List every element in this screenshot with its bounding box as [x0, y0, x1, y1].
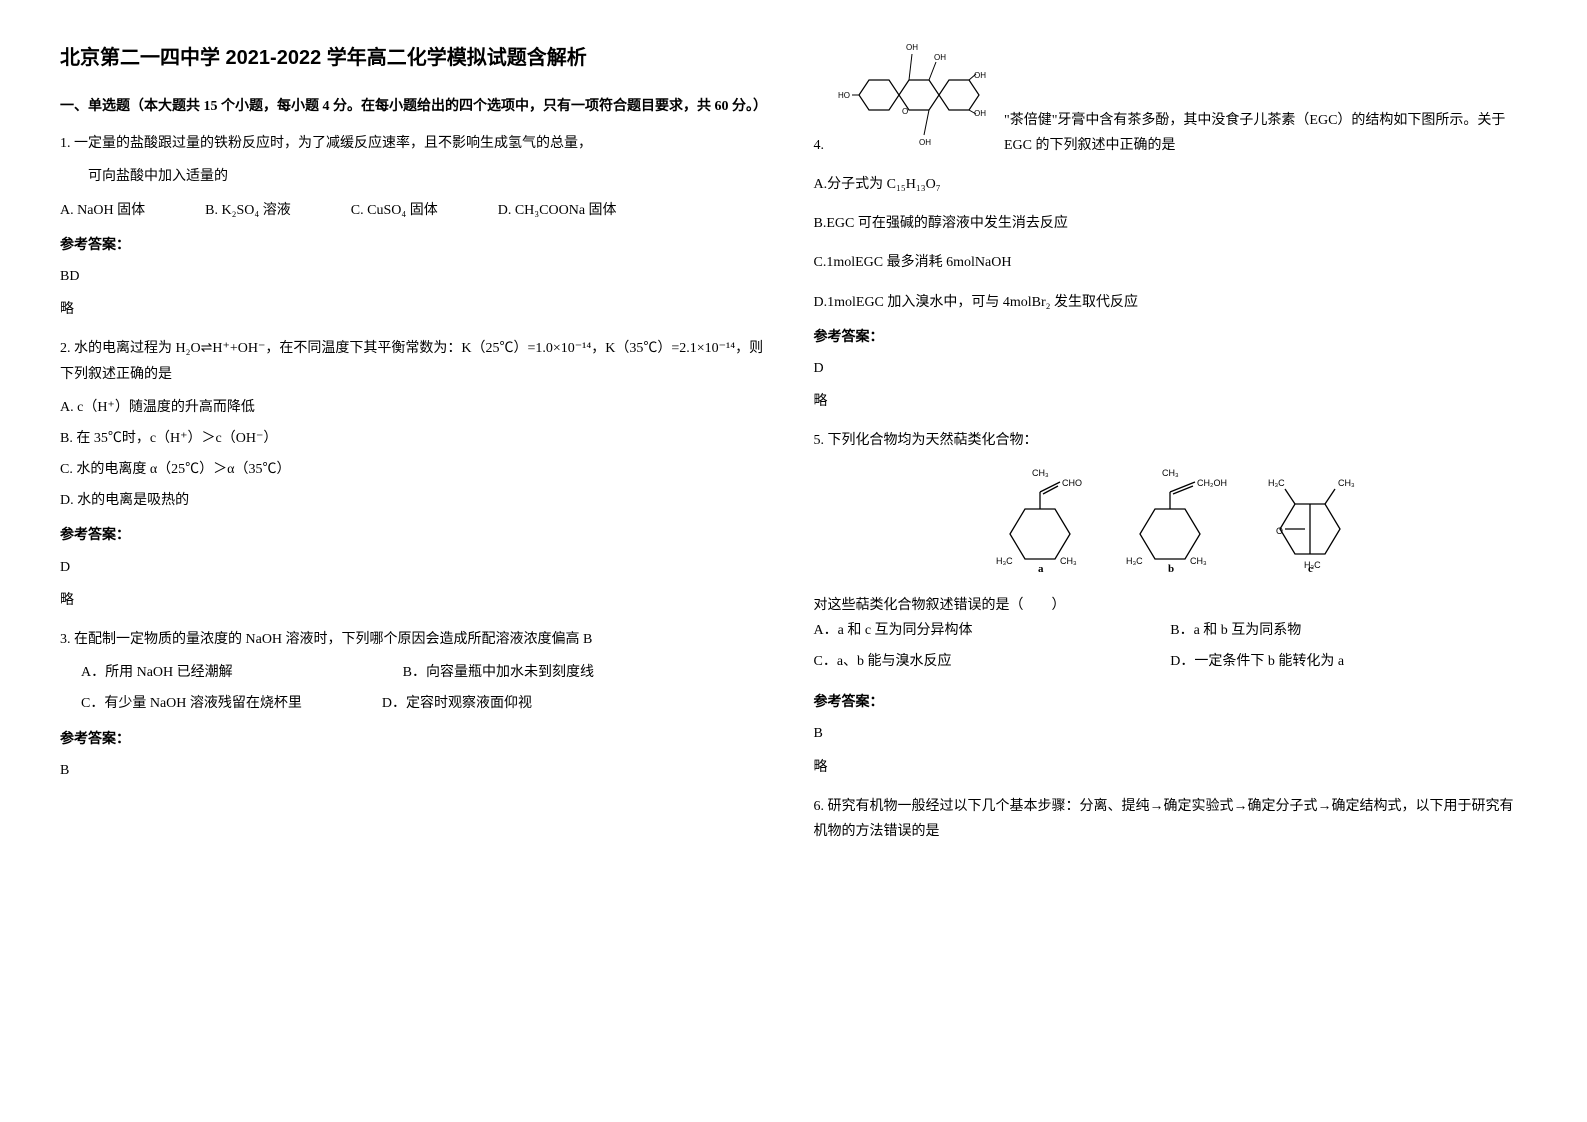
question-5: 5. 下列化合物均为天然萜类化合物： CH₃ CHO H₃C CH₃ [814, 428, 1528, 780]
q5-answer-label: 参考答案： [814, 690, 1528, 715]
q1-comment: 略 [60, 297, 774, 322]
q2-comment: 略 [60, 588, 774, 613]
terp-b-ch3: CH₃ [1162, 468, 1179, 478]
terp-a-ch3: CH₃ [1032, 468, 1049, 478]
q4-optC: C.1molEGC 最多消耗 6molNaOH [814, 250, 1528, 275]
q5-options: A．a 和 c 互为同分异构体 B．a 和 b 互为同系物 C．a、b 能与溴水… [814, 618, 1528, 680]
q3-text: 3. 在配制一定物质的量浓度的 NaOH 溶液时，下列哪个原因会造成所配溶液浓度… [60, 627, 774, 652]
terp-c-ch3-tr: CH₃ [1338, 478, 1355, 488]
q6-text: 6. 研究有机物一般经过以下几个基本步骤：分离、提纯→确定实验式→确定分子式→确… [814, 794, 1528, 844]
q1-answer-label: 参考答案： [60, 233, 774, 258]
q1-optD: D. CH₃COONa 固体 [498, 198, 617, 223]
egc-oh-5: OH [919, 138, 931, 147]
q3-optB: B．向容量瓶中加水未到刻度线 [403, 660, 594, 685]
egc-ho: HO [838, 91, 850, 100]
q4-prefix: 4. [814, 133, 825, 158]
left-column: 北京第二一四中学 2021-2022 学年高二化学模拟试题含解析 一、单选题（本… [60, 40, 774, 858]
egc-oh-2: OH [934, 53, 946, 62]
q5-optD: D．一定条件下 b 能转化为 a [1170, 649, 1527, 674]
q2-text: 2. 水的电离过程为 H₂O⇌H⁺+OH⁻，在不同温度下其平衡常数为：K（25℃… [60, 336, 774, 386]
terp-label-b: b [1168, 563, 1174, 574]
terp-a-ch3-r: CH₃ [1060, 556, 1077, 566]
q4-text-after: "茶倍健"牙膏中含有茶多酚，其中没食子儿茶素（EGC）的结构如下图所示。关于 E… [1004, 108, 1527, 158]
right-column: 4. OH OH OH OH [814, 40, 1528, 858]
terp-c-o: O [1276, 526, 1283, 536]
q4-optD: D.1molEGC 加入溴水中，可与 4molBr₂ 发生取代反应 [814, 290, 1528, 315]
q5-subtext: 对这些萜类化合物叙述错误的是（ ） [814, 593, 1528, 618]
q2-optD: D. 水的电离是吸热的 [60, 488, 774, 513]
terp-a-h3c-l: H₃C [996, 556, 1013, 566]
q4-optA: A.分子式为 C₁₅H₁₃O₇ [814, 172, 1528, 197]
q3-answer: B [60, 758, 774, 783]
question-2: 2. 水的电离过程为 H₂O⇌H⁺+OH⁻，在不同温度下其平衡常数为：K（25℃… [60, 336, 774, 613]
q1-optB: B. K₂SO₄ 溶液 [205, 198, 291, 223]
q5-optB: B．a 和 b 互为同系物 [1170, 618, 1527, 643]
egc-o: O [902, 107, 908, 116]
question-1: 1. 一定量的盐酸跟过量的铁粉反应时，为了减缓反应速率，且不影响生成氢气的总量，… [60, 131, 774, 322]
q5-optA: A．a 和 c 互为同分异构体 [814, 618, 1171, 643]
q5-optC: C．a、b 能与溴水反应 [814, 649, 1171, 674]
q3-optA: A．所用 NaOH 已经潮解 [81, 660, 233, 685]
q4-optB: B.EGC 可在强碱的醇溶液中发生消去反应 [814, 211, 1528, 236]
terp-b-ch3-r: CH₃ [1190, 556, 1207, 566]
terp-label-a: a [1038, 563, 1044, 574]
terp-c-h3c-tl: H₃C [1268, 478, 1285, 488]
q3-optC: C．有少量 NaOH 溶液残留在烧杯里 [81, 691, 302, 716]
q2-optB: B. 在 35℃时，c（H⁺）＞c（OH⁻） [60, 426, 774, 451]
egc-structure-icon: OH OH OH OH OH HO O [834, 40, 994, 150]
terpene-structures-icon: CH₃ CHO H₃C CH₃ CH₃ CH₂OH [960, 464, 1380, 574]
q3-optD: D．定容时观察液面仰视 [382, 691, 532, 716]
q2-answer: D [60, 555, 774, 580]
q5-comment: 略 [814, 755, 1528, 780]
terp-label-c: c [1308, 563, 1313, 574]
q5-answer: B [814, 721, 1528, 746]
q1-optC: C. CuSO₄ 固体 [351, 198, 438, 223]
q1-text2: 可向盐酸中加入适量的 [60, 164, 774, 189]
q1-options: A. NaOH 固体 B. K₂SO₄ 溶液 C. CuSO₄ 固体 D. CH… [60, 198, 774, 223]
q1-text: 1. 一定量的盐酸跟过量的铁粉反应时，为了减缓反应速率，且不影响生成氢气的总量， [60, 131, 774, 156]
page-title: 北京第二一四中学 2021-2022 学年高二化学模拟试题含解析 [60, 40, 774, 76]
q2-optC: C. 水的电离度 α（25℃）＞α（35℃） [60, 457, 774, 482]
q4-answer-label: 参考答案： [814, 325, 1528, 350]
q2-answer-label: 参考答案： [60, 523, 774, 548]
q3-options-row2: C．有少量 NaOH 溶液残留在烧杯里 D．定容时观察液面仰视 [60, 691, 774, 716]
q4-comment: 略 [814, 389, 1528, 414]
question-3: 3. 在配制一定物质的量浓度的 NaOH 溶液时，下列哪个原因会造成所配溶液浓度… [60, 627, 774, 783]
q1-optA: A. NaOH 固体 [60, 198, 145, 223]
q4-answer: D [814, 356, 1528, 381]
terp-b-h3c-l: H₃C [1126, 556, 1143, 566]
section-header: 一、单选题（本大题共 15 个小题，每小题 4 分。在每小题给出的四个选项中，只… [60, 94, 774, 119]
q5-text: 5. 下列化合物均为天然萜类化合物： [814, 428, 1528, 453]
terp-a-cho: CHO [1062, 478, 1082, 488]
q3-options-row1: A．所用 NaOH 已经潮解 B．向容量瓶中加水未到刻度线 [60, 660, 774, 685]
egc-oh-1: OH [906, 43, 918, 52]
terp-b-ch2oh: CH₂OH [1197, 478, 1227, 488]
q3-answer-label: 参考答案： [60, 727, 774, 752]
question-6: 6. 研究有机物一般经过以下几个基本步骤：分离、提纯→确定实验式→确定分子式→确… [814, 794, 1528, 844]
question-4: 4. OH OH OH OH [814, 40, 1528, 414]
egc-oh-3: OH [974, 71, 986, 80]
q1-answer: BD [60, 264, 774, 289]
q2-optA: A. c（H⁺）随温度的升高而降低 [60, 395, 774, 420]
